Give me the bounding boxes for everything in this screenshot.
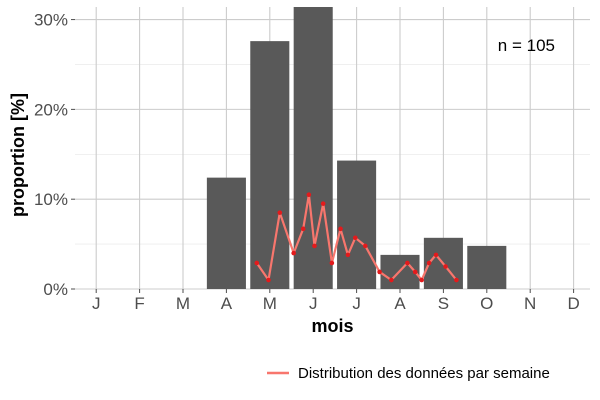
x-tick-label: J xyxy=(352,294,361,313)
weekly-point xyxy=(454,277,459,283)
weekly-point xyxy=(419,277,425,283)
weekly-point xyxy=(412,269,418,275)
x-tick-label: A xyxy=(221,294,233,313)
weekly-point xyxy=(291,250,296,256)
weekly-point xyxy=(306,192,312,198)
bar xyxy=(250,41,290,290)
bar xyxy=(337,160,377,289)
weekly-point xyxy=(266,277,271,283)
y-axis-ticks: 0% 10% 20% 30% xyxy=(34,11,75,299)
legend: Distribution des données par semaine xyxy=(267,365,550,382)
x-tick-label: M xyxy=(176,294,190,313)
x-tick-label: S xyxy=(438,294,449,313)
weekly-distribution-line xyxy=(255,193,458,282)
weekly-point xyxy=(362,243,368,249)
weekly-point xyxy=(433,252,439,258)
legend-label: Distribution des données par semaine xyxy=(298,365,550,382)
weekly-distribution-series xyxy=(254,192,459,283)
bar xyxy=(206,177,246,289)
y-tick-label: 0% xyxy=(43,280,68,299)
x-tick-label: J xyxy=(92,294,101,313)
weekly-point xyxy=(345,252,351,258)
y-axis-title: proportion [%] xyxy=(8,93,28,217)
weekly-point xyxy=(254,260,260,266)
weekly-point xyxy=(300,226,306,232)
x-tick-label: F xyxy=(134,294,144,313)
weekly-point xyxy=(443,264,448,269)
weekly-point xyxy=(320,201,326,206)
sample-size-annotation: n = 105 xyxy=(498,36,555,55)
weekly-point xyxy=(389,277,394,283)
x-axis-title: mois xyxy=(311,316,353,336)
x-tick-label: O xyxy=(480,294,493,313)
y-tick-label: 20% xyxy=(34,100,68,119)
x-tick-label: J xyxy=(309,294,318,313)
weekly-point xyxy=(405,260,410,266)
weekly-point xyxy=(338,226,343,232)
bar xyxy=(467,245,507,289)
x-tick-label: D xyxy=(567,294,579,313)
x-tick-label: N xyxy=(524,294,536,313)
x-tick-label: M xyxy=(263,294,277,313)
weekly-point xyxy=(377,269,382,275)
bars xyxy=(206,7,507,290)
weekly-point xyxy=(352,235,358,241)
x-tick-label: A xyxy=(394,294,406,313)
weekly-point xyxy=(277,210,283,215)
weekly-point xyxy=(329,260,335,266)
y-tick-label: 10% xyxy=(34,190,68,209)
weekly-point xyxy=(426,260,432,266)
y-tick-label: 30% xyxy=(34,11,68,30)
weekly-point xyxy=(312,243,317,249)
